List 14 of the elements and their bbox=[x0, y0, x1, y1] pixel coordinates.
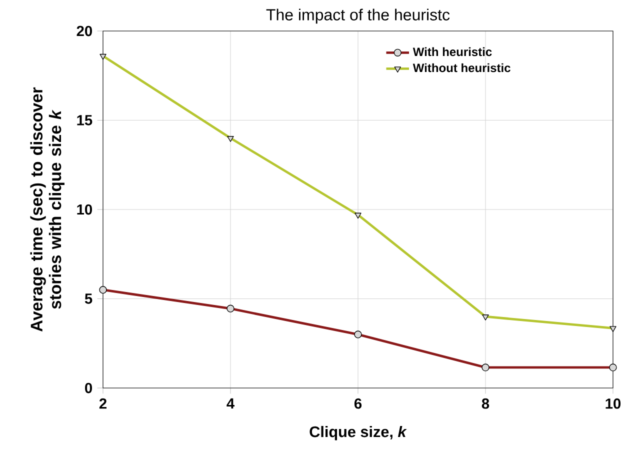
y-tick-label: 10 bbox=[77, 204, 92, 215]
x-tick-label: 10 bbox=[606, 398, 621, 409]
y-tick-label: 20 bbox=[76, 26, 92, 36]
x-axis-title: Clique size, k bbox=[310, 426, 407, 440]
legend-label: Without heuristic bbox=[412, 63, 510, 72]
legend-label: With heuristic bbox=[412, 47, 492, 56]
x-tick-label: 6 bbox=[354, 398, 362, 409]
y-tick-label: 15 bbox=[77, 115, 92, 126]
x-tick-label: 4 bbox=[226, 398, 234, 408]
y-tick-label: 5 bbox=[84, 294, 92, 304]
chart-title: The impact of the heuristc bbox=[266, 8, 450, 24]
y-tick-label: 0 bbox=[85, 382, 92, 394]
x-tick-label: 2 bbox=[99, 398, 106, 409]
x-tick-label: 8 bbox=[482, 398, 490, 409]
